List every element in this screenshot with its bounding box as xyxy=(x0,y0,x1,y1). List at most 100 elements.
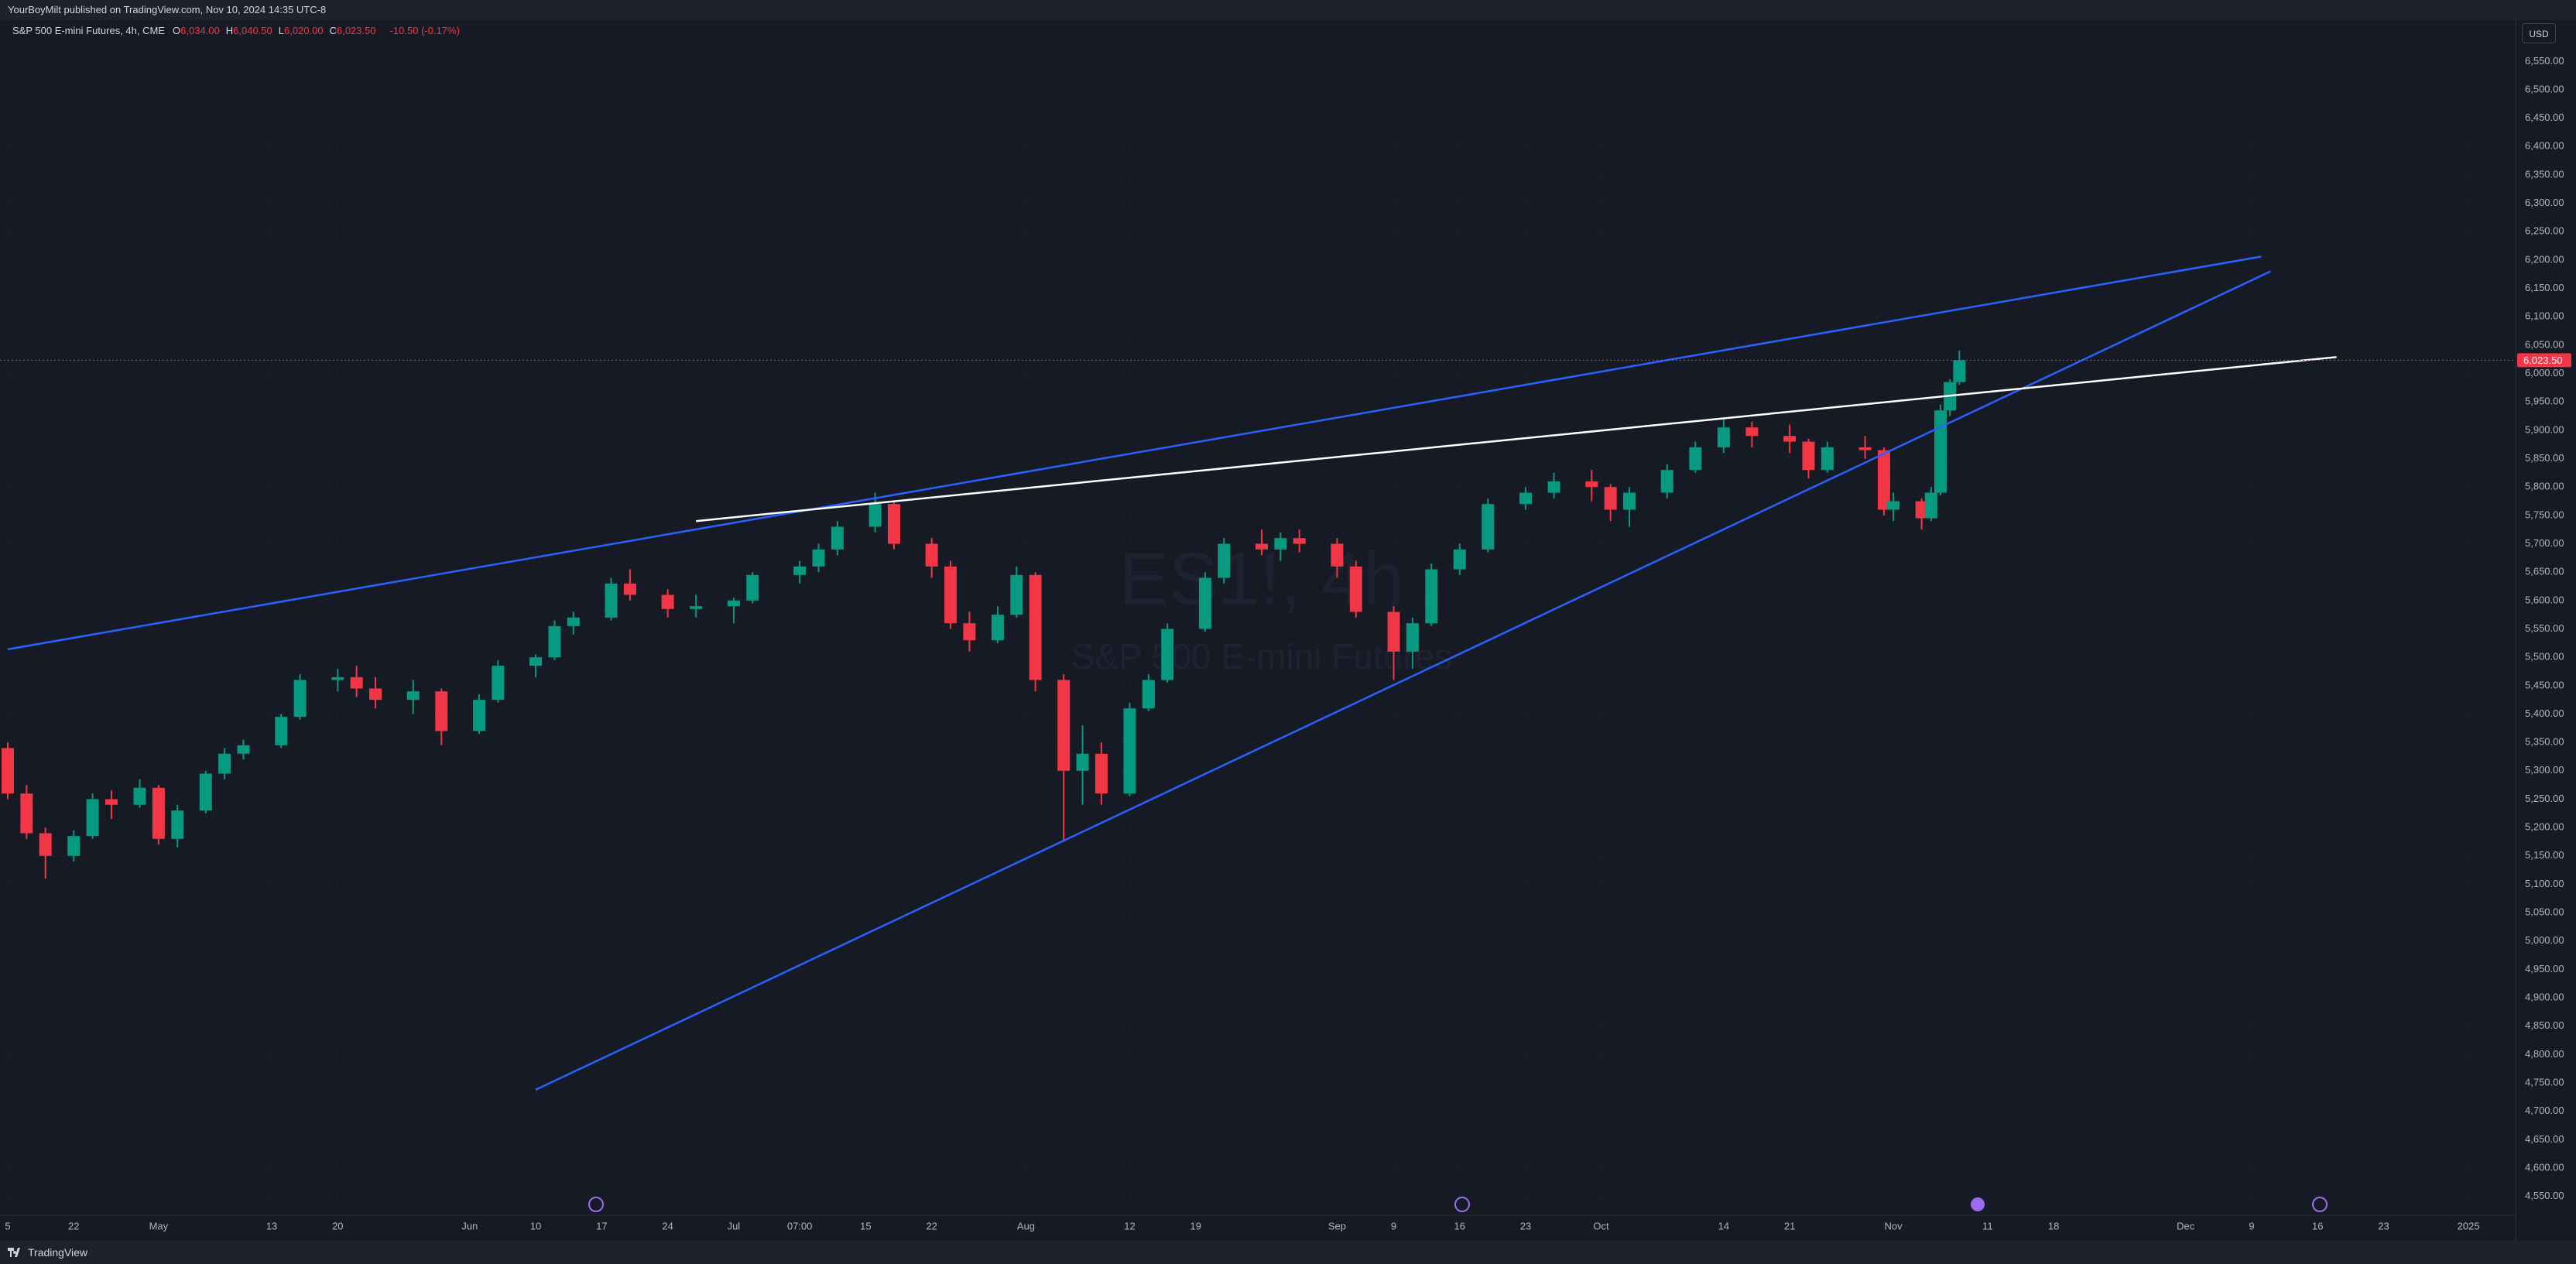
candle-body xyxy=(1453,549,1466,570)
candle-body xyxy=(152,787,165,839)
ohlc-key: H xyxy=(225,25,234,36)
candle-body xyxy=(199,773,212,811)
y-tick-label: 5,400.00 xyxy=(2525,707,2564,719)
candle-body xyxy=(1349,566,1362,612)
x-tick-label: 07:00 xyxy=(787,1220,813,1231)
trendline xyxy=(696,356,2337,522)
y-tick-label: 4,800.00 xyxy=(2525,1048,2564,1060)
symbol-title: S&P 500 E-mini Futures, 4h, CME xyxy=(12,25,166,36)
candle-body xyxy=(435,691,448,731)
candle-body xyxy=(218,753,231,774)
event-icon xyxy=(588,1197,604,1212)
candle-body xyxy=(727,600,740,607)
y-tick-label: 5,850.00 xyxy=(2525,452,2564,464)
x-tick-label: 10 xyxy=(530,1220,541,1231)
change-value: -10.50 (-0.17%) xyxy=(389,25,460,36)
y-tick-label: 5,200.00 xyxy=(2525,821,2564,833)
y-tick-label: 6,250.00 xyxy=(2525,225,2564,237)
y-tick-label: 4,650.00 xyxy=(2525,1133,2564,1145)
candle-body xyxy=(39,833,52,856)
candle-body xyxy=(963,623,976,641)
x-tick-label: May xyxy=(149,1220,169,1231)
candle-body xyxy=(1660,470,1673,493)
y-tick-label: 6,100.00 xyxy=(2525,310,2564,322)
grid xyxy=(0,20,2516,1215)
x-tick-label: 5 xyxy=(5,1220,10,1231)
candle-body xyxy=(605,583,618,618)
x-tick-label: 18 xyxy=(2048,1220,2059,1231)
candle-body xyxy=(746,574,759,601)
y-tick-label: 5,050.00 xyxy=(2525,906,2564,918)
candle-body xyxy=(86,799,99,837)
y-tick-label: 6,500.00 xyxy=(2525,83,2564,94)
candle-body xyxy=(1821,447,1834,471)
candle-body xyxy=(1293,538,1306,544)
candle-body xyxy=(473,700,486,731)
candle-body xyxy=(1029,574,1042,680)
candle-body xyxy=(1858,447,1872,450)
x-tick-label: 9 xyxy=(1391,1220,1396,1231)
candle-body xyxy=(1123,708,1136,794)
x-tick-label: 9 xyxy=(2249,1220,2254,1231)
currency-button[interactable]: USD xyxy=(2522,23,2556,43)
x-tick-label: Sep xyxy=(1328,1220,1346,1231)
y-tick-label: 5,250.00 xyxy=(2525,793,2564,804)
candle-body xyxy=(1255,543,1268,550)
x-tick-label: 21 xyxy=(1784,1220,1795,1231)
candle-body xyxy=(567,617,580,626)
y-tick-label: 4,600.00 xyxy=(2525,1161,2564,1173)
candle-body xyxy=(925,543,938,567)
x-tick-label: 20 xyxy=(332,1220,343,1231)
y-tick-label: 4,850.00 xyxy=(2525,1019,2564,1031)
x-tick-label: Aug xyxy=(1017,1220,1035,1231)
candle-body xyxy=(293,680,307,718)
candle-body xyxy=(350,677,363,689)
candle-body xyxy=(1142,680,1155,709)
y-tick-label: 5,100.00 xyxy=(2525,878,2564,889)
candle-body xyxy=(690,606,703,609)
y-tick-label: 4,900.00 xyxy=(2525,992,2564,1003)
candle-body xyxy=(1010,574,1023,615)
candle-body xyxy=(548,625,561,658)
x-tick-label: 2025 xyxy=(2458,1220,2480,1231)
x-tick-label: 17 xyxy=(596,1220,607,1231)
candle-body xyxy=(1387,611,1400,652)
candle-body xyxy=(171,810,184,839)
y-tick-label: 6,350.00 xyxy=(2525,168,2564,180)
candle-body xyxy=(369,688,382,701)
y-tick-label: 5,350.00 xyxy=(2525,736,2564,748)
candle-body xyxy=(1717,427,1730,447)
ohlc-value: 6,034.00 xyxy=(180,25,220,36)
candle-body xyxy=(1198,577,1211,629)
y-tick-label: 5,450.00 xyxy=(2525,679,2564,690)
candle-body xyxy=(104,799,118,805)
candle-body xyxy=(1783,436,1797,442)
trendline xyxy=(535,270,2271,1091)
x-tick-label: 19 xyxy=(1190,1220,1201,1231)
x-tick-label: 24 xyxy=(662,1220,673,1231)
y-tick-label: 5,500.00 xyxy=(2525,651,2564,663)
x-tick-label: Oct xyxy=(1593,1220,1609,1231)
last-price-label: 6,023.50 xyxy=(2523,355,2563,366)
ohlc-item: L6,020.00 xyxy=(279,25,324,36)
ohlc-item: O6,034.00 xyxy=(173,25,220,36)
x-tick-label: 11 xyxy=(1982,1220,1993,1231)
candle-body xyxy=(1604,487,1617,510)
x-tick-label: Jun xyxy=(461,1220,478,1231)
y-tick-label: 6,200.00 xyxy=(2525,253,2564,265)
ohlc-item: H6,040.50 xyxy=(226,25,272,36)
brand-name: TradingView xyxy=(28,1246,88,1259)
candle-body xyxy=(1482,504,1495,550)
ohlc-key: C xyxy=(329,25,337,36)
x-tick-label: 23 xyxy=(1520,1220,1531,1231)
candle-body xyxy=(406,691,420,701)
event-icons xyxy=(588,1197,2328,1212)
ohlc-value: 6,023.50 xyxy=(336,25,376,36)
candle-body xyxy=(492,666,505,701)
x-tick-label: 12 xyxy=(1124,1220,1135,1231)
candle-body xyxy=(1406,623,1419,652)
candle-body xyxy=(331,677,344,680)
tradingview-logo xyxy=(8,1248,20,1257)
y-tick-label: 6,400.00 xyxy=(2525,140,2564,152)
x-tick-label: 16 xyxy=(1454,1220,1465,1231)
